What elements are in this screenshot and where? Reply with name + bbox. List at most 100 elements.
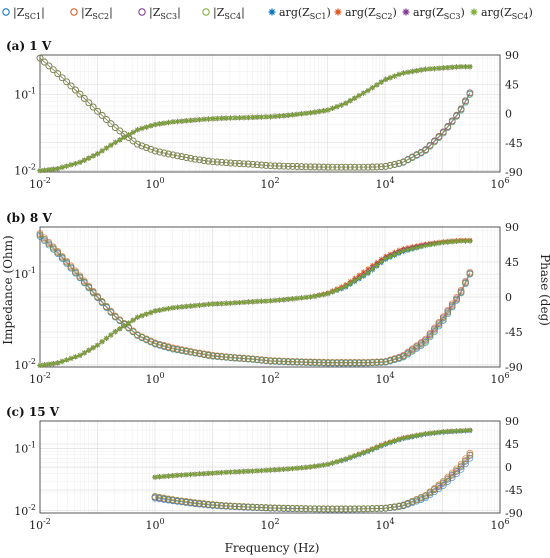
magnitude-point (315, 163, 323, 171)
phase-point (356, 451, 362, 457)
magnitude-point (58, 74, 66, 82)
phase-point (227, 469, 234, 475)
phase-point (157, 307, 163, 313)
magnitude-point (395, 160, 403, 167)
magnitude-point (54, 70, 62, 77)
magnitude-point (222, 159, 230, 167)
phase-point (259, 114, 265, 120)
phase-line (39, 66, 470, 172)
magnitude-point (231, 502, 239, 510)
phase-point (396, 436, 402, 443)
phase-point (267, 298, 274, 304)
magnitude-point (355, 505, 363, 513)
magnitude-point (164, 495, 172, 503)
phase-point (316, 108, 322, 115)
phase-point (405, 247, 411, 253)
magnitude-point (400, 353, 407, 360)
magnitude-point (289, 163, 296, 170)
magnitude-point (258, 356, 265, 364)
phase-point (183, 118, 189, 124)
phase-point (289, 465, 296, 472)
phase-point (396, 71, 402, 78)
magnitude-point (165, 344, 172, 351)
legend-marker-star (470, 8, 478, 16)
phase-point (405, 69, 411, 75)
magnitude-point (306, 505, 314, 513)
phase-point (467, 238, 473, 244)
phase-point (192, 302, 198, 309)
phase-point (436, 240, 442, 246)
phase-point (440, 429, 446, 435)
magnitude-point (187, 348, 195, 356)
phase-point (205, 301, 212, 307)
phase-point (232, 300, 238, 306)
magnitude-point (58, 254, 66, 261)
phase-point (41, 362, 48, 368)
magnitude-point (355, 163, 363, 171)
phase-point (303, 110, 309, 116)
phase-point (365, 448, 371, 454)
phase-point (99, 339, 105, 345)
magnitude-point (435, 134, 443, 141)
magnitude-point (240, 503, 248, 510)
magnitude-point (271, 357, 279, 365)
phase-point (365, 87, 371, 94)
magnitude-point (196, 350, 203, 357)
legend-label-6: arg(ZSC2) (345, 6, 397, 21)
magnitude-point (266, 504, 274, 512)
phase-point (347, 454, 353, 461)
magnitude-point (182, 154, 190, 161)
magnitude-point (453, 296, 460, 303)
phase-point (223, 469, 229, 475)
magnitude-point (111, 124, 119, 131)
magnitude-point (253, 356, 261, 363)
phase-point (148, 123, 154, 129)
phase-point (117, 326, 123, 332)
magnitude-point (227, 502, 234, 510)
phase-point (449, 239, 455, 245)
y-right-tick-label: -90 (505, 507, 523, 520)
phase-point (383, 441, 389, 447)
phase-point (285, 112, 291, 118)
phase-point (201, 116, 207, 122)
phase-point (77, 352, 83, 359)
phase-point (276, 297, 282, 303)
magnitude-point (391, 503, 398, 511)
magnitude-point (156, 148, 164, 156)
phase-point (196, 117, 203, 123)
magnitude-point (236, 160, 243, 167)
phase-point (391, 73, 398, 79)
phase-point (325, 291, 331, 297)
magnitude-point (329, 359, 336, 367)
magnitude-point (364, 359, 372, 367)
phase-point (227, 300, 234, 306)
legend-marker-circle (70, 8, 78, 16)
phase-point (409, 433, 415, 439)
phase-point (219, 300, 225, 307)
magnitude-point (63, 78, 70, 86)
phase-point (312, 293, 318, 299)
phase-point (108, 332, 114, 338)
magnitude-point (209, 158, 217, 166)
magnitude-point (298, 163, 305, 170)
magnitude-point (72, 86, 79, 94)
phase-point (334, 287, 340, 293)
phase-point (320, 462, 327, 468)
phase-point (259, 298, 265, 304)
phase-point (258, 467, 265, 474)
phase-point (179, 304, 185, 310)
legend-label-2: |ZSC2| (81, 6, 113, 21)
magnitude-point (311, 505, 319, 513)
magnitude-point (200, 351, 208, 358)
magnitude-point (364, 163, 372, 171)
phase-point (356, 93, 362, 99)
magnitude-point (395, 354, 403, 362)
phase-point (134, 314, 141, 320)
magnitude-point (284, 504, 292, 512)
panel-3: (c) 15 V 10-2 10-1 -90 -45 0 45 90 10-2 100 102 104… (6, 405, 523, 532)
phase-point (241, 468, 247, 475)
phase-point (90, 153, 96, 159)
phase-point (427, 430, 433, 436)
phase-point (205, 470, 211, 476)
magnitude-point (386, 162, 394, 169)
